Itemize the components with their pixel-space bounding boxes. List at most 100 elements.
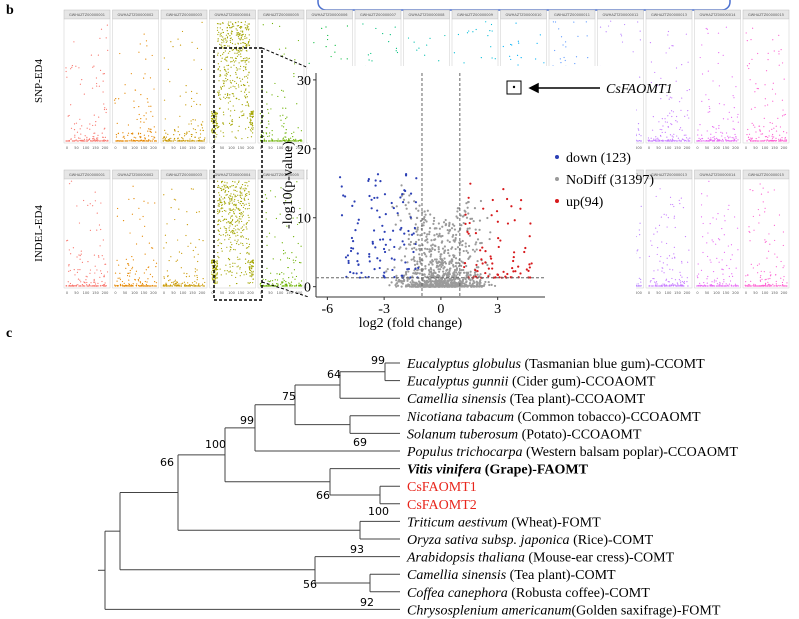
dot (251, 116, 254, 119)
dot (216, 54, 219, 56)
dot (509, 55, 511, 57)
dot (222, 80, 224, 82)
dot (194, 275, 196, 277)
dot (75, 122, 78, 124)
dot (249, 114, 251, 116)
dot (178, 285, 181, 287)
dot (238, 125, 240, 127)
x-tick-label: 150 (92, 291, 99, 295)
dot (466, 32, 469, 34)
dot (137, 279, 139, 281)
strip-label: GWHAZTZ00000013 (651, 13, 687, 17)
dot (248, 57, 250, 59)
dot (271, 140, 273, 142)
dot (102, 80, 104, 82)
dot (76, 256, 78, 258)
dot (230, 231, 232, 233)
dot (285, 281, 287, 283)
dot (79, 83, 81, 85)
dot (277, 283, 279, 285)
dot (760, 140, 762, 142)
dot (211, 273, 213, 275)
x-tick-label: 100 (83, 146, 90, 150)
dot (263, 138, 266, 140)
dot (221, 189, 223, 191)
dot (218, 92, 220, 94)
dot (239, 203, 241, 205)
dot (240, 42, 242, 44)
dot (204, 281, 206, 284)
dot (220, 35, 223, 37)
dot (687, 61, 689, 63)
dot (136, 283, 138, 285)
dot (701, 140, 703, 142)
dot (193, 284, 195, 286)
dot (781, 62, 784, 64)
dot (186, 132, 188, 134)
x-tick-label: 150 (723, 146, 730, 150)
dot (166, 284, 168, 286)
dot (167, 138, 170, 141)
dot (154, 202, 156, 204)
dot (226, 40, 228, 42)
dot (370, 52, 372, 55)
dot (244, 189, 246, 191)
dot (684, 115, 686, 118)
dot (138, 277, 140, 279)
dot (244, 262, 247, 265)
dot (242, 83, 245, 86)
dot (223, 66, 225, 68)
dot (139, 132, 142, 135)
dot (155, 131, 157, 133)
dot (96, 212, 98, 214)
dot (193, 256, 195, 258)
dot (240, 242, 242, 244)
dot (226, 193, 228, 196)
dot (154, 285, 156, 287)
dot (72, 247, 75, 249)
dot (765, 70, 768, 72)
dot (755, 140, 757, 142)
dot (67, 281, 69, 283)
dot (103, 140, 106, 142)
dot (165, 282, 167, 284)
dot (123, 285, 125, 287)
dot (661, 140, 663, 142)
dot (234, 43, 236, 45)
dot (718, 52, 720, 54)
dot (148, 266, 150, 268)
dot (230, 124, 232, 126)
dot (285, 132, 287, 134)
dot (241, 35, 243, 37)
dot (752, 124, 755, 126)
dot (101, 255, 103, 257)
dot (737, 139, 739, 141)
dot (771, 122, 773, 124)
dot (96, 82, 98, 85)
dot (774, 93, 777, 95)
dot (229, 35, 231, 37)
dot (636, 140, 638, 142)
dot (244, 128, 247, 130)
dot (293, 269, 296, 271)
dot (650, 140, 652, 142)
dot (191, 140, 194, 142)
dot (236, 97, 238, 99)
dot (164, 138, 167, 140)
dot (167, 275, 169, 278)
dot (202, 121, 204, 123)
dot (697, 134, 699, 136)
dot (300, 130, 303, 132)
dot (296, 103, 298, 105)
dot (285, 284, 287, 286)
x-tick-label: 50 (705, 146, 709, 150)
dot (416, 49, 418, 51)
panel (160, 178, 208, 289)
dot (84, 135, 86, 137)
x-tick-label: 0 (163, 291, 165, 295)
dot (246, 228, 248, 230)
dot (520, 57, 522, 59)
dot (717, 139, 719, 141)
x-tick-label: 50 (220, 291, 224, 295)
dot (687, 138, 689, 140)
